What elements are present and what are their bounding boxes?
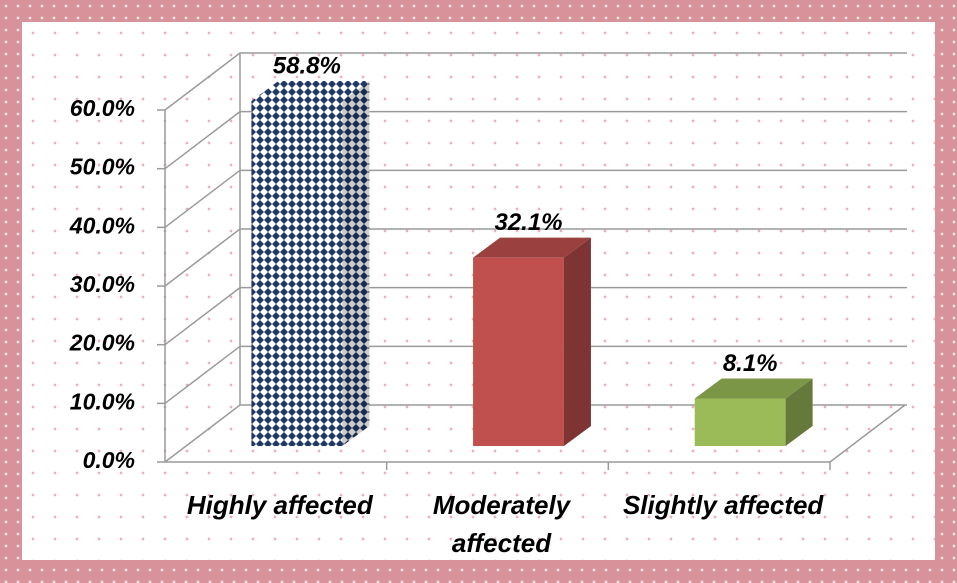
bar-top <box>251 81 370 102</box>
bar-side <box>563 237 591 446</box>
y-tick-label: 0.0% <box>83 447 135 473</box>
value-label: 8.1% <box>723 350 778 377</box>
y-tick-label: 30.0% <box>70 271 135 297</box>
grid-line <box>164 286 907 346</box>
grid-line <box>164 169 907 228</box>
grid-line <box>164 110 907 170</box>
bar-side <box>342 81 370 446</box>
value-label: 58.8% <box>273 52 341 79</box>
grid-line <box>164 52 907 111</box>
x-tick-label: Moderately affected <box>432 490 571 558</box>
bar-top <box>473 237 591 258</box>
y-tick-label: 10.0% <box>70 388 135 414</box>
bar-front <box>251 101 343 446</box>
x-tick-label: Slightly affected <box>622 490 824 520</box>
grid-line <box>164 228 907 287</box>
y-tick-label: 20.0% <box>69 330 135 356</box>
x-tick-label: Highly affected <box>186 490 373 520</box>
bar <box>694 378 813 446</box>
y-tick-label: 50.0% <box>70 154 135 180</box>
y-tick-label: 40.0% <box>69 212 135 238</box>
grid-line <box>164 345 907 404</box>
bar-side <box>785 378 813 446</box>
bar <box>473 237 591 446</box>
bar-side-shade <box>342 81 370 446</box>
value-label: 32.1% <box>494 209 562 236</box>
bar-front <box>473 257 564 446</box>
y-tick-label: 60.0% <box>70 95 135 121</box>
bar-front <box>694 398 786 446</box>
grid-line <box>164 404 907 463</box>
bar <box>251 81 370 446</box>
bar-top <box>694 378 813 399</box>
